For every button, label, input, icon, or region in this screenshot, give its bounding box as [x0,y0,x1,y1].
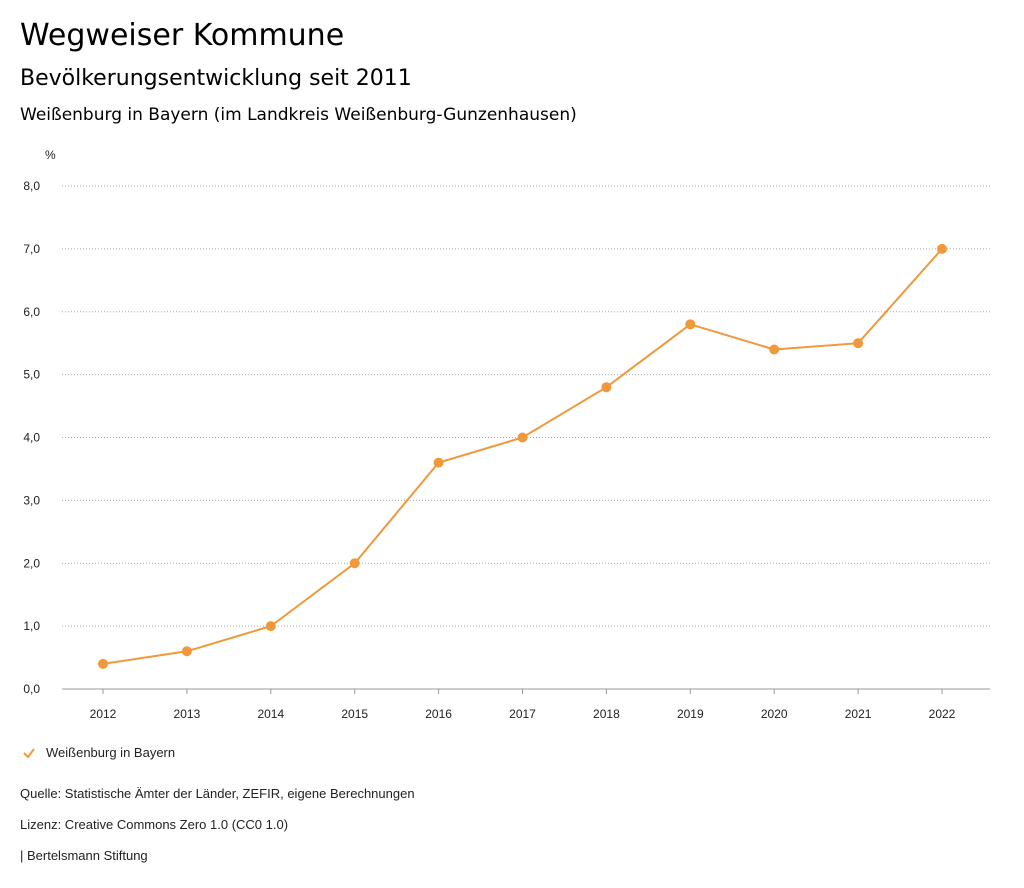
legend[interactable]: Weißenburg in Bayern [22,745,175,760]
x-tick-label: 2022 [929,707,956,721]
y-tick-label: 4,0 [23,431,40,445]
line-chart: % 0,0 1,0 2,0 3,0 4,0 5,0 6,0 7,0 8,0 2012 2013 20… [23,148,990,721]
data-point[interactable] [181,646,192,657]
data-point[interactable] [433,457,444,468]
x-tick-label: 2018 [593,707,620,721]
data-point[interactable] [349,558,360,569]
x-tick-label: 2014 [257,707,284,721]
x-tick-label: 2013 [174,707,201,721]
y-tick-label: 3,0 [23,493,40,507]
y-tick-label: 0,0 [23,682,40,696]
x-tick-label: 2016 [425,707,452,721]
region-title: Weißenburg in Bayern (im Landkreis Weiße… [20,105,577,125]
data-point[interactable] [265,621,276,632]
y-tick-label: 2,0 [23,556,40,570]
y-tick-label: 8,0 [23,179,40,193]
x-tick-label: 2020 [761,707,788,721]
data-point[interactable] [517,432,528,443]
source-note: Quelle: Statistische Ämter der Länder, Z… [20,786,415,801]
y-tick-label: 1,0 [23,619,40,633]
data-point[interactable] [98,658,108,669]
y-axis-label: % [45,148,56,162]
publisher-note: | Bertelsmann Stiftung [20,848,148,863]
legend-label: Weißenburg in Bayern [46,745,176,760]
data-point[interactable] [601,382,612,393]
y-tick-label: 6,0 [23,305,40,319]
x-tick-label: 2015 [341,707,368,721]
chart-subtitle: Bevölkerungsentwicklung seit 2011 [20,66,412,91]
series-line [102,248,943,665]
data-point[interactable] [937,243,947,254]
x-tick-label: 2019 [677,707,704,721]
x-tick-label: 2017 [509,707,536,721]
data-point[interactable] [685,319,696,330]
data-point[interactable] [769,344,780,355]
legend-check-icon [23,747,35,759]
y-tick-label: 7,0 [23,242,40,256]
page-title: Wegweiser Kommune [20,18,345,53]
y-tick-label: 5,0 [23,368,40,382]
x-tick-label: 2012 [90,707,117,721]
x-tick-label: 2021 [845,707,872,721]
license-note: Lizenz: Creative Commons Zero 1.0 (CC0 1… [20,817,289,832]
data-point[interactable] [853,338,864,349]
